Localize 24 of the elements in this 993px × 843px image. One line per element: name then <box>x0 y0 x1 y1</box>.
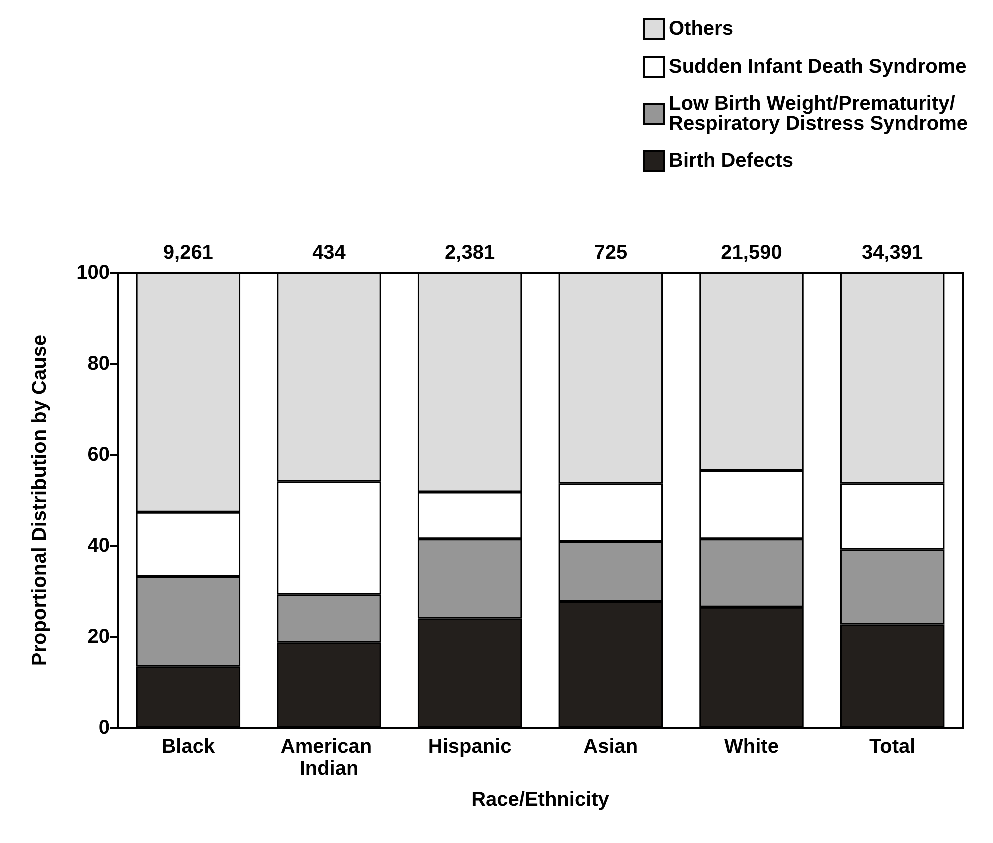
x-tick-label: Hispanic <box>428 736 512 758</box>
annotation: 725 <box>594 242 628 264</box>
y-axis-title: Proportional Distribution by Cause <box>29 334 51 666</box>
annotation: 21,590 <box>721 242 782 264</box>
annotation: 9,261 <box>163 242 214 264</box>
x-tick-label: American Indian <box>280 736 378 780</box>
x-tick-label: Total <box>869 736 916 758</box>
annotation: 2,381 <box>445 242 496 264</box>
legend-label: Others <box>668 18 734 40</box>
y-tick-label: 0 <box>98 717 110 739</box>
x-axis-title: Race/Ethnicity <box>472 789 610 811</box>
x-tick-label: Black <box>162 736 216 758</box>
y-tick-label: 100 <box>76 262 110 284</box>
legend-label: Birth Defects <box>668 150 794 172</box>
x-tick-label: White <box>724 736 779 758</box>
annotation: 434 <box>312 242 347 264</box>
y-tick-label: 80 <box>88 353 110 375</box>
annotation: 34,391 <box>862 242 924 264</box>
y-tick-label: 20 <box>88 626 110 648</box>
legend-label: Low Birth Weight/Prematurity/ Respiratory Distress Syndrome <box>668 93 968 135</box>
x-tick-label: Asian <box>584 736 638 758</box>
y-tick-label: 40 <box>88 535 110 557</box>
y-tick-label: 60 <box>88 444 110 466</box>
legend-label: Sudden Infant Death Syndrome <box>668 56 967 78</box>
